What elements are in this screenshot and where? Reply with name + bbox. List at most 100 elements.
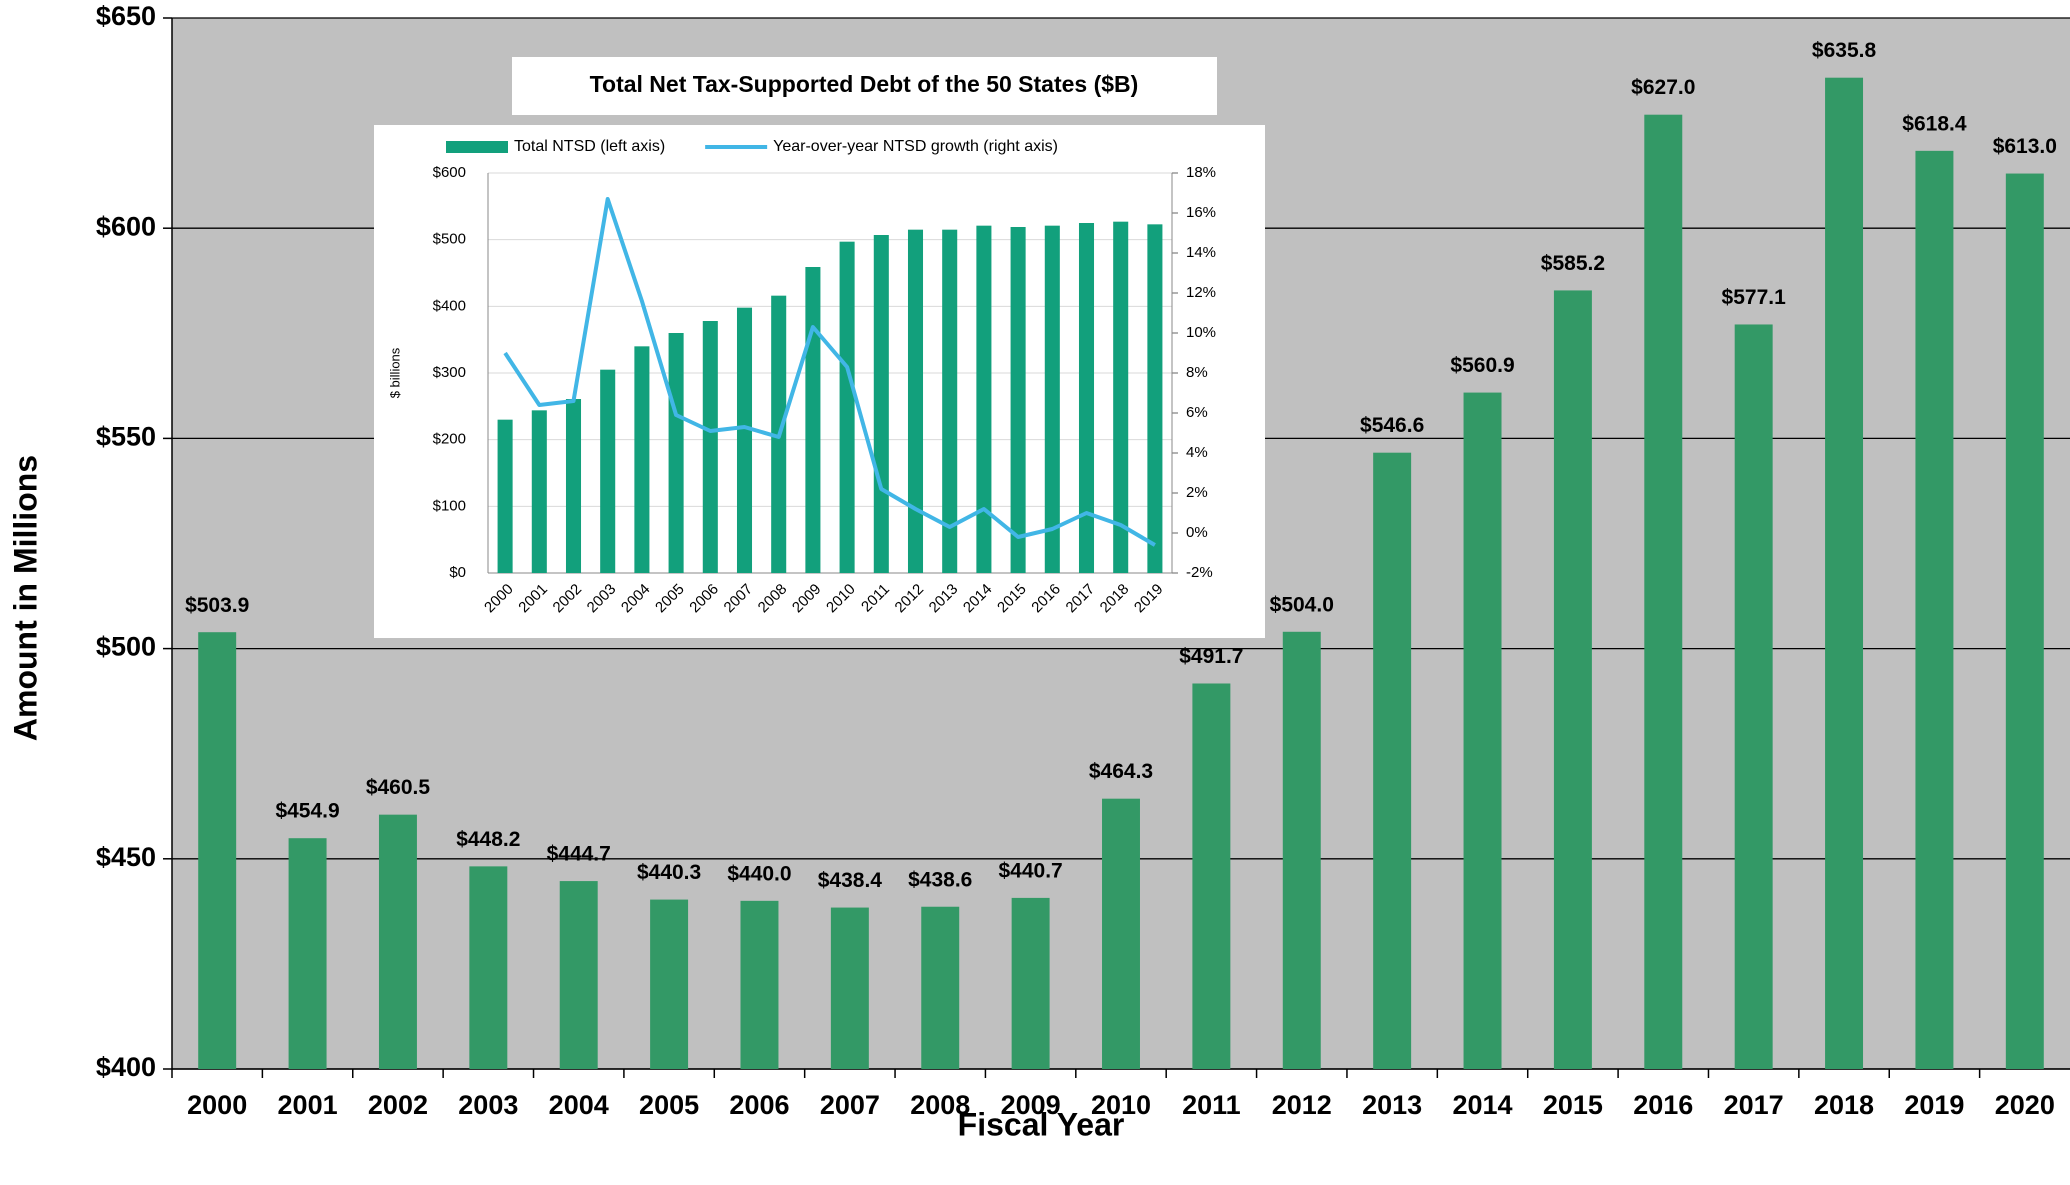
y-tick-label: $500	[433, 231, 466, 248]
bar	[565, 399, 582, 573]
bar	[1282, 631, 1321, 1069]
value-label: $560.9	[1450, 354, 1514, 377]
bar	[830, 907, 869, 1069]
y2-tick-label: 8%	[1186, 364, 1208, 381]
y-tick-label: $100	[433, 497, 466, 514]
x-tick-label: 2016	[1633, 1090, 1693, 1120]
y2-tick-label: 18%	[1186, 164, 1216, 181]
x-tick-label: 2009	[1001, 1090, 1061, 1120]
x-tick-label: 2006	[729, 1090, 789, 1120]
legend-label: Year-over-year NTSD growth (right axis)	[773, 138, 1058, 155]
bar	[740, 900, 779, 1069]
bar	[1734, 324, 1773, 1070]
bar	[1553, 290, 1592, 1069]
y2-tick-label: 4%	[1186, 444, 1208, 461]
bar	[736, 307, 753, 573]
bar	[2005, 173, 2044, 1070]
bar	[559, 881, 598, 1069]
bar	[288, 838, 327, 1069]
x-tick-label: 2011	[1182, 1090, 1241, 1120]
bar	[1078, 223, 1095, 573]
bar	[634, 346, 650, 573]
value-label: $438.6	[908, 868, 972, 891]
bar	[702, 321, 718, 573]
value-label: $464.3	[1089, 760, 1153, 783]
legend-swatch	[446, 141, 508, 153]
value-label: $546.6	[1360, 414, 1424, 437]
bar	[378, 814, 417, 1069]
x-tick-label: 2000	[187, 1090, 247, 1120]
y2-tick-label: 0%	[1186, 524, 1208, 541]
y-tick-label: $650	[96, 1, 156, 31]
x-tick-label: 2019	[1904, 1090, 1964, 1120]
bar	[839, 241, 855, 573]
bar	[976, 225, 992, 573]
y2-tick-label: 14%	[1186, 244, 1216, 261]
x-tick-label: 2007	[820, 1090, 880, 1120]
y2-tick-label: 10%	[1186, 324, 1216, 341]
y-tick-label: $450	[96, 842, 156, 872]
bar	[921, 906, 960, 1069]
bar	[1373, 452, 1412, 1069]
bar	[1044, 225, 1060, 573]
value-label: $504.0	[1270, 593, 1334, 616]
y-axis-title: $ billions	[387, 347, 402, 398]
x-tick-label: 2002	[368, 1090, 428, 1120]
bar	[805, 267, 821, 573]
x-tick-label: 2008	[910, 1090, 970, 1120]
x-tick-label: 2010	[1091, 1090, 1151, 1120]
bar	[1825, 77, 1864, 1070]
value-label: $440.0	[727, 862, 791, 885]
value-label: $618.4	[1902, 112, 1967, 135]
bar	[469, 866, 508, 1069]
bar	[497, 419, 513, 573]
value-label: $585.2	[1541, 252, 1605, 275]
bar	[1463, 392, 1502, 1069]
x-tick-label: 2017	[1724, 1090, 1784, 1120]
x-tick-label: 2005	[639, 1090, 699, 1120]
y2-tick-label: -2%	[1186, 564, 1213, 581]
bar	[1011, 897, 1050, 1069]
x-tick-label: 2004	[549, 1090, 609, 1120]
value-label: $627.0	[1631, 76, 1695, 99]
y-tick-label: $400	[433, 297, 466, 314]
inset-title: Total Net Tax-Supported Debt of the 50 S…	[590, 71, 1139, 97]
x-axis-title: Fiscal Year	[958, 1106, 1125, 1142]
value-label: $491.7	[1179, 645, 1243, 668]
y2-tick-label: 12%	[1186, 284, 1216, 301]
x-tick-label: 2018	[1814, 1090, 1874, 1120]
bar	[600, 369, 616, 573]
value-label: $454.9	[275, 800, 339, 823]
bar	[1192, 683, 1231, 1069]
value-label: $438.4	[818, 869, 883, 892]
value-label: $613.0	[1993, 135, 2057, 158]
x-tick-label: 2001	[278, 1090, 338, 1120]
value-label: $444.7	[547, 843, 611, 866]
y-tick-label: $300	[433, 364, 466, 381]
y2-tick-label: 6%	[1186, 404, 1208, 421]
y-tick-label: $600	[433, 164, 466, 181]
bar	[668, 333, 684, 573]
value-label: $440.3	[637, 861, 701, 884]
x-tick-label: 2015	[1543, 1090, 1603, 1120]
line	[503, 197, 1156, 547]
y-tick-label: $550	[96, 422, 156, 452]
bar	[1147, 224, 1163, 574]
x-tick-label: 2020	[1995, 1090, 2055, 1120]
value-label: $448.2	[456, 828, 520, 851]
bar	[1915, 150, 1954, 1069]
bar	[1102, 798, 1140, 1069]
value-label: $460.5	[366, 776, 431, 799]
value-label: $635.8	[1812, 39, 1877, 62]
legend-label: Total NTSD (left axis)	[514, 138, 665, 155]
x-tick-label: 2014	[1452, 1090, 1512, 1120]
bar	[1644, 114, 1683, 1069]
y-tick-label: $400	[96, 1052, 156, 1082]
y2-tick-label: 2%	[1186, 484, 1208, 501]
bar	[942, 229, 958, 573]
y-tick-label: $0	[449, 564, 466, 581]
y-tick-label: $600	[96, 211, 156, 241]
y-tick-label: $200	[433, 431, 466, 448]
y2-tick-label: 16%	[1186, 204, 1216, 221]
